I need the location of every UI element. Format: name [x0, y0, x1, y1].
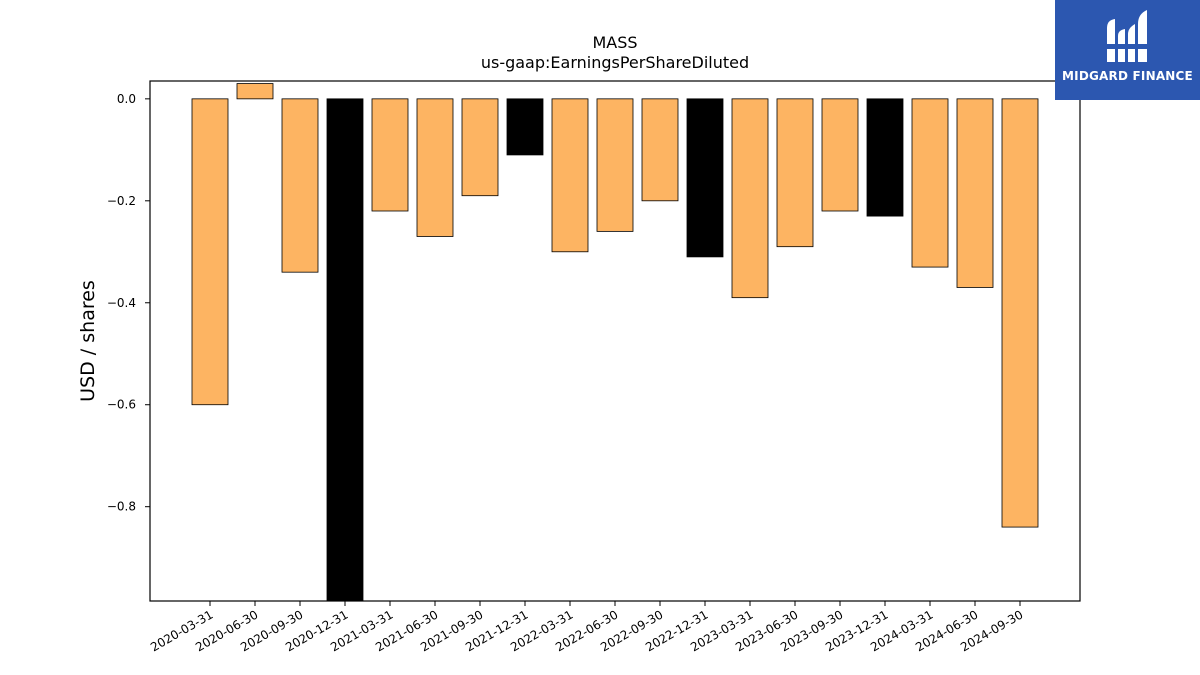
bar-2021-09-30 [461, 98, 499, 197]
bar-2023-03-31 [731, 98, 769, 299]
chart-subtitle: us-gaap:EarningsPerShareDiluted [481, 53, 749, 72]
bar-2021-03-31 [371, 98, 409, 212]
bar-2022-03-31 [551, 98, 589, 253]
y-axis-label: USD / shares [77, 280, 99, 402]
bar-2024-06-30 [956, 98, 994, 288]
chart-title: MASS [592, 33, 637, 52]
bar-2021-06-30 [416, 98, 454, 237]
y-tick-label: −0.4 [107, 296, 136, 310]
bar-2020-06-30 [236, 83, 274, 100]
y-tick-label: −0.6 [107, 398, 136, 412]
brand-logo: MIDGARD FINANCE [1055, 0, 1200, 100]
bar-2020-03-31 [191, 98, 229, 406]
midgard-logo-icon [1105, 10, 1149, 62]
bar-2021-12-31 [506, 98, 544, 156]
bar-2020-09-30 [281, 98, 319, 273]
bar-2022-09-30 [641, 98, 679, 202]
y-axis: 0.0 −0.2 −0.4 −0.6 −0.8 [107, 92, 150, 514]
bar-2022-06-30 [596, 98, 634, 232]
bar-2023-06-30 [776, 98, 814, 248]
x-axis: 2020-03-312020-06-302020-09-302020-12-31… [148, 601, 1026, 654]
bar-2023-09-30 [821, 98, 859, 212]
bar-2024-09-30 [1001, 98, 1039, 528]
bar-2024-03-31 [911, 98, 949, 268]
bars-group [191, 83, 1039, 602]
y-tick-label: −0.2 [107, 194, 136, 208]
bar-2023-12-31 [866, 98, 904, 217]
bar-2020-12-31 [326, 98, 364, 602]
y-tick-label: −0.8 [107, 500, 136, 514]
brand-name: MIDGARD FINANCE [1062, 69, 1193, 83]
bar-2022-12-31 [686, 98, 724, 258]
y-tick-label: 0.0 [117, 92, 136, 106]
